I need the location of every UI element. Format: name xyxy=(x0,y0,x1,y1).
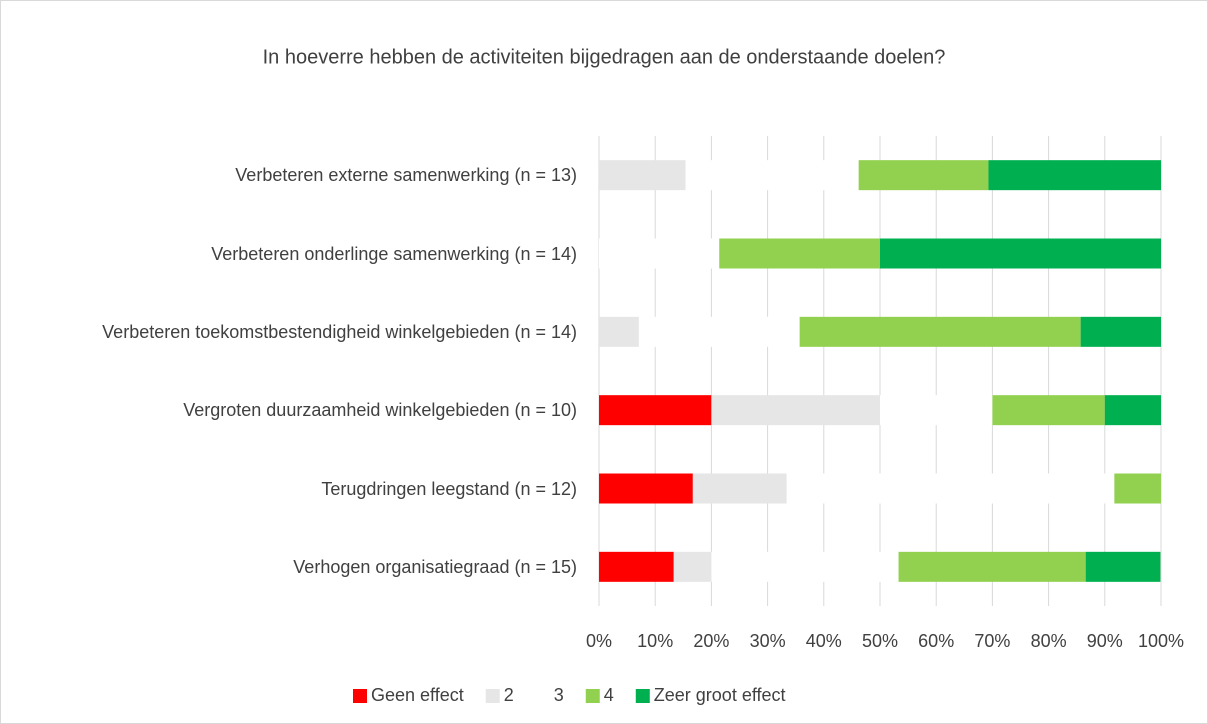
x-tick-label: 60% xyxy=(918,631,954,651)
bar-segment xyxy=(988,160,1161,191)
bar-segment xyxy=(599,395,712,426)
legend-swatch xyxy=(635,689,650,703)
bar-segment xyxy=(858,160,989,191)
legend-swatch xyxy=(353,689,367,703)
bar-segment xyxy=(599,238,720,269)
y-tick-label: Verbeteren onderlinge samenwerking (n = … xyxy=(17,241,577,267)
y-tick-label: Verbeteren externe samenwerking (n = 13) xyxy=(17,162,577,188)
y-tick-label: Verhogen organisatiegraad (n = 15) xyxy=(17,554,577,580)
y-tick-text: Verbeteren externe samenwerking (n = 13) xyxy=(235,165,577,186)
bar-segment xyxy=(1080,316,1161,347)
legend-swatch xyxy=(535,689,550,703)
legend-label: Zeer groot effect xyxy=(654,685,786,705)
bar-segment xyxy=(599,316,639,347)
bar-segment xyxy=(599,160,686,191)
x-tick-label: 10% xyxy=(637,631,673,651)
legend-swatch xyxy=(585,689,600,703)
y-tick-label: Terugdringen leegstand (n = 12) xyxy=(17,476,577,502)
x-tick-label: 0% xyxy=(586,631,612,651)
bar-segment xyxy=(685,160,859,191)
legend-swatch xyxy=(485,689,500,703)
legend-label: 3 xyxy=(554,685,564,705)
x-tick-label: 100% xyxy=(1138,631,1184,651)
legend-label: Geen effect xyxy=(371,685,464,705)
y-tick-label: Vergroten duurzaamheid winkelgebieden (n… xyxy=(17,397,577,423)
bar-segment xyxy=(992,395,1105,426)
bar-segment xyxy=(1114,473,1161,504)
x-tick-label: 90% xyxy=(1087,631,1123,651)
bar-segment xyxy=(880,238,1161,269)
legend-label: 4 xyxy=(604,685,614,705)
bar-segment xyxy=(638,316,800,347)
bar-segment xyxy=(1104,395,1161,426)
bar-segment xyxy=(898,551,1086,582)
y-tick-text: Verhogen organisatiegraad (n = 15) xyxy=(293,556,577,577)
x-tick-label: 20% xyxy=(693,631,729,651)
x-tick-label: 40% xyxy=(806,631,842,651)
bar-segment xyxy=(719,238,880,269)
bar-segment xyxy=(786,473,1115,504)
chart-title: In hoeverre hebben de activiteiten bijge… xyxy=(263,46,946,68)
y-tick-text: Verbeteren onderlinge samenwerking (n = … xyxy=(211,243,577,264)
y-tick-text: Verbeteren toekomstbestendigheid winkelg… xyxy=(102,321,577,342)
x-tick-label: 70% xyxy=(974,631,1010,651)
bar-segment xyxy=(599,473,693,504)
x-tick-label: 50% xyxy=(862,631,898,651)
bar-segment xyxy=(599,551,674,582)
legend-label: 2 xyxy=(504,685,514,705)
bar-segment xyxy=(692,473,787,504)
y-tick-text: Vergroten duurzaamheid winkelgebieden (n… xyxy=(183,400,577,421)
y-tick-label: Verbeteren toekomstbestendigheid winkelg… xyxy=(17,319,577,345)
x-tick-label: 80% xyxy=(1031,631,1067,651)
y-tick-text: Terugdringen leegstand (n = 12) xyxy=(321,478,577,499)
bar-segment xyxy=(1085,551,1161,582)
bar-segment xyxy=(711,395,880,426)
x-tick-label: 30% xyxy=(750,631,786,651)
bar-segment xyxy=(711,551,899,582)
bar-segment xyxy=(673,551,712,582)
bar-segment xyxy=(880,395,993,426)
bar-segment xyxy=(799,316,1081,347)
